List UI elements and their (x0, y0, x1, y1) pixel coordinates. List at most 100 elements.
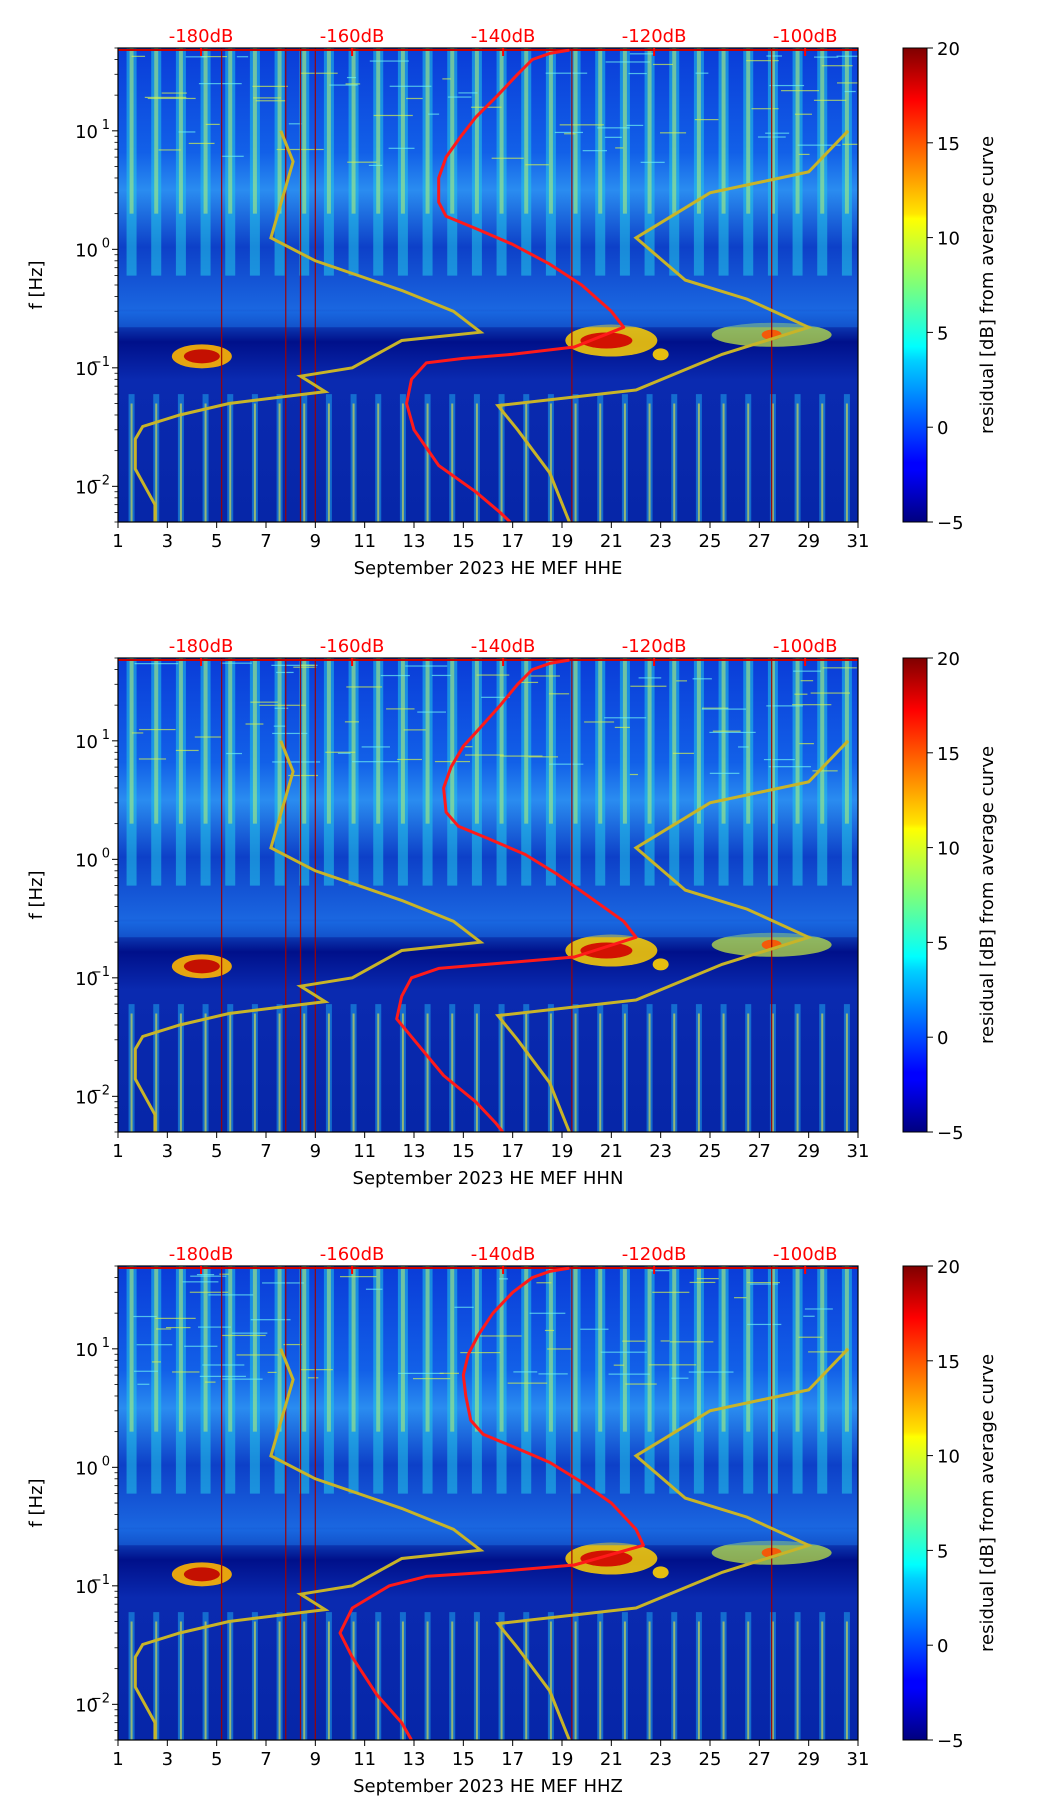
db-scale-label: -100dB (773, 1244, 838, 1265)
high-noise-model-curve (495, 739, 850, 1132)
y-tick-exponent: −2 (91, 1083, 110, 1098)
y-tick-label: 10 (75, 1695, 98, 1716)
x-tick-label: 19 (551, 1749, 574, 1770)
y-tick-label: 10 (75, 850, 98, 871)
x-tick-label: 27 (748, 1749, 771, 1770)
colorbar-tick-label: 0 (937, 418, 948, 439)
db-scale-label: -140dB (471, 636, 536, 657)
y-tick-label: 10 (75, 359, 98, 380)
y-tick-label: 10 (75, 1458, 98, 1479)
x-tick-label: 13 (403, 531, 426, 552)
x-tick-label: 3 (162, 1749, 173, 1770)
db-scale-label: -180dB (169, 1244, 234, 1265)
average-psd-curve (395, 658, 638, 1132)
x-tick-label: 31 (847, 1141, 870, 1162)
colorbar-gradient (902, 657, 928, 1133)
x-tick-label: 21 (600, 1749, 623, 1770)
colorbar-tick-label: −5 (937, 1123, 964, 1144)
average-psd-curve (338, 1266, 645, 1740)
colorbar-tick-label: 5 (937, 323, 948, 344)
x-tick-label: 7 (260, 1141, 271, 1162)
y-tick-label: 10 (75, 122, 98, 143)
y-tick-exponent: −1 (91, 355, 110, 370)
y-axis-label: f [Hz] (26, 870, 47, 919)
x-tick-label: 3 (162, 1141, 173, 1162)
db-scale-label: -100dB (773, 26, 838, 47)
spectrogram (118, 658, 858, 1132)
colorbar-tick-label: −5 (937, 513, 964, 534)
x-tick-label: 19 (551, 531, 574, 552)
x-tick-label: 29 (797, 1141, 820, 1162)
db-scale-label: -120dB (622, 636, 687, 657)
db-scale-label: -180dB (169, 636, 234, 657)
spectrogram-background (118, 48, 858, 522)
x-tick-label: 17 (501, 1141, 524, 1162)
colorbar-label: residual [dB] from average curve (977, 136, 998, 434)
colorbar-label: residual [dB] from average curve (977, 746, 998, 1044)
spectrogram-background (118, 658, 858, 1132)
colorbar-tick-label: −5 (937, 1731, 964, 1752)
y-tick-exponent: 1 (102, 1336, 110, 1351)
spectrogram (118, 1266, 858, 1740)
y-axis-label: f [Hz] (26, 1478, 47, 1527)
x-tick-label: 21 (600, 1141, 623, 1162)
y-tick-exponent: −1 (91, 965, 110, 980)
x-tick-label: 1 (112, 1749, 123, 1770)
x-tick-label: 29 (797, 531, 820, 552)
y-tick-label: 10 (75, 477, 98, 498)
colorbar-tick-label: 20 (937, 39, 960, 60)
y-tick-exponent: 0 (102, 236, 110, 251)
x-tick-label: 13 (403, 1749, 426, 1770)
y-tick-label: 10 (75, 969, 98, 990)
x-tick-label: 5 (211, 531, 222, 552)
x-tick-label: 1 (112, 1141, 123, 1162)
spectrogram (118, 48, 858, 522)
y-tick-label: 10 (75, 1087, 98, 1108)
y-tick-exponent: 1 (102, 728, 110, 743)
x-tick-label: 3 (162, 531, 173, 552)
y-axis-label: f [Hz] (26, 260, 47, 309)
x-tick-label: 31 (847, 531, 870, 552)
colorbar-tick-label: 0 (937, 1636, 948, 1657)
colorbar-tick-label: 10 (937, 229, 960, 250)
y-tick-exponent: 0 (102, 1454, 110, 1469)
y-tick-exponent: −2 (91, 1691, 110, 1706)
average-psd-curve (405, 48, 626, 522)
x-tick-label: 15 (452, 531, 475, 552)
high-noise-model-curve (495, 129, 850, 522)
colorbar-gradient (902, 47, 928, 523)
colorbar: −5 0 5 10 15 20 residual [dB] from average cur… (902, 649, 998, 1144)
db-scale-label: -160dB (320, 1244, 385, 1265)
x-tick-label: 27 (748, 1141, 771, 1162)
colorbar-tick-label: 15 (937, 1352, 960, 1373)
x-tick-label: 21 (600, 531, 623, 552)
x-tick-label: 23 (649, 1749, 672, 1770)
x-tick-label: 25 (699, 1749, 722, 1770)
x-tick-label: 27 (748, 531, 771, 552)
colorbar-tick-label: 20 (937, 649, 960, 670)
y-tick-label: 10 (75, 240, 98, 261)
colorbar: −5 0 5 10 15 20 residual [dB] from average cur… (902, 1257, 998, 1752)
colorbar-tick-label: 5 (937, 1541, 948, 1562)
x-tick-label: 9 (310, 1749, 321, 1770)
db-scale-label: -160dB (320, 26, 385, 47)
x-tick-label: 29 (797, 1749, 820, 1770)
spectrogram-background (118, 1266, 858, 1740)
low-noise-model-curve (133, 1348, 485, 1740)
x-axis-label: September 2023 HE MEF HHZ (353, 1776, 623, 1797)
x-tick-label: 11 (353, 1749, 376, 1770)
colorbar-tick-label: 10 (937, 839, 960, 860)
y-tick-exponent: −2 (91, 473, 110, 488)
colorbar-tick-label: 5 (937, 933, 948, 954)
colorbar: −5 0 5 10 15 20 residual [dB] from average cur… (902, 39, 998, 534)
x-axis-label: September 2023 HE MEF HHE (354, 558, 623, 579)
colorbar-tick-label: 15 (937, 744, 960, 765)
x-tick-label: 7 (260, 1749, 271, 1770)
db-scale-label: -140dB (471, 1244, 536, 1265)
x-tick-label: 11 (353, 531, 376, 552)
x-tick-label: 9 (310, 1141, 321, 1162)
